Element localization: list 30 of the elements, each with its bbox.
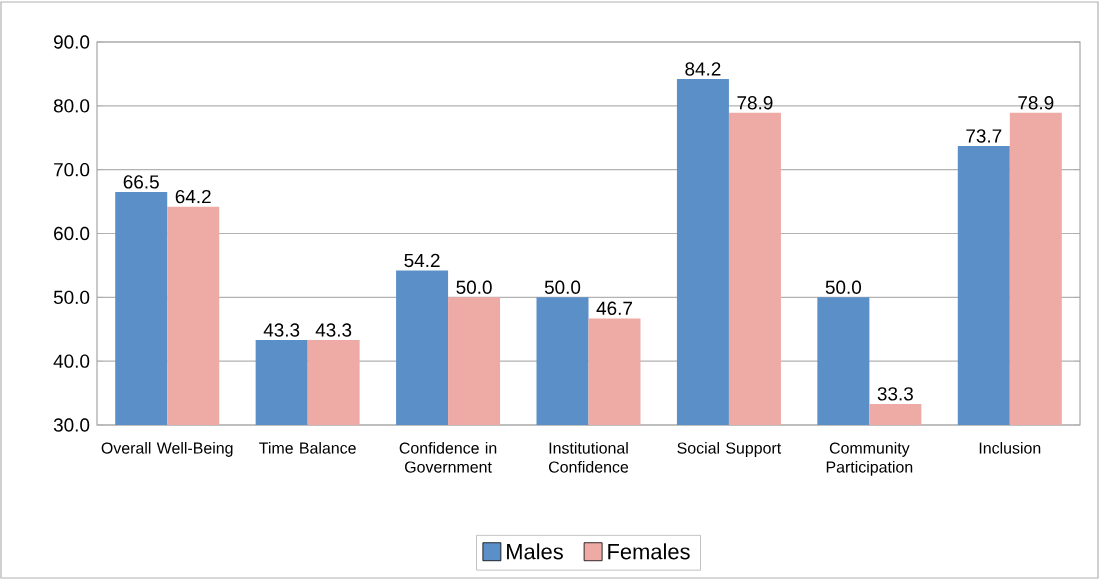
x-tick-label: Time Balance <box>259 442 356 454</box>
data-label: 43.3 <box>263 323 300 337</box>
y-tick-label: 50.0 <box>53 290 90 305</box>
y-tick-label: 70.0 <box>54 162 90 177</box>
x-tick-label: Overall Well-Being <box>101 442 233 457</box>
data-label: 33.3 <box>877 387 913 401</box>
data-label: 66.5 <box>123 175 159 189</box>
data-label: 78.9 <box>1018 96 1054 110</box>
x-tick-label: Inclusion <box>979 442 1041 454</box>
x-tick-label: Community Participation <box>826 442 913 476</box>
x-tick-label: Social Support <box>677 442 782 457</box>
legend-label: Females <box>608 543 690 560</box>
data-label: 84.2 <box>685 62 721 76</box>
y-tick-label: 40.0 <box>53 354 90 368</box>
data-label: 73.7 <box>966 129 1002 143</box>
data-label: 50.0 <box>544 280 581 294</box>
legend-label: Males <box>507 543 563 560</box>
y-tick-label: 80.0 <box>53 99 90 113</box>
x-tick-label: Institutional Confidence <box>548 442 629 473</box>
data-label: 50.0 <box>825 280 862 294</box>
x-tick-label: Confidence in Government <box>399 442 497 473</box>
y-tick-label: 30.0 <box>53 418 90 432</box>
data-label: 50.0 <box>456 280 492 294</box>
data-label: 78.9 <box>737 96 773 110</box>
y-tick-label: 90.0 <box>53 35 90 49</box>
data-label: 43.3 <box>315 323 352 337</box>
y-tick-label: 60.0 <box>54 226 90 241</box>
data-label: 46.7 <box>596 301 632 315</box>
data-label: 54.2 <box>404 253 440 268</box>
data-label: 64.2 <box>175 189 211 204</box>
